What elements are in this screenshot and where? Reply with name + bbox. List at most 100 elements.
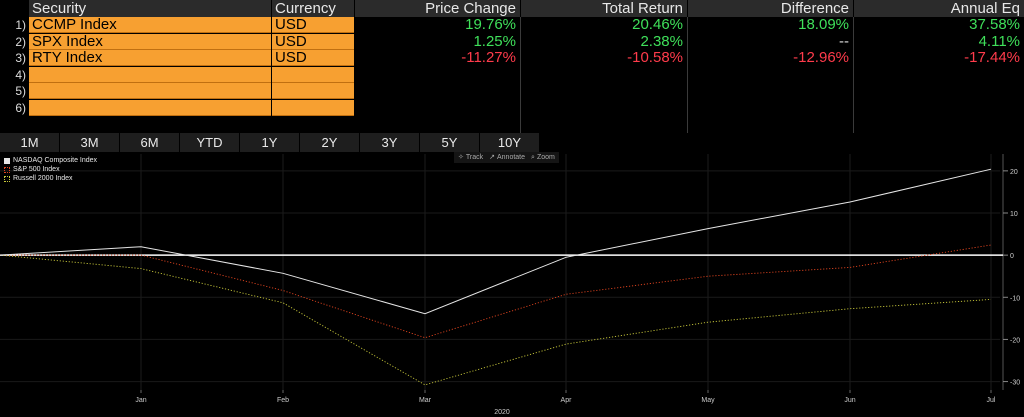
security-cell[interactable] bbox=[29, 99, 271, 116]
legend-label: NASDAQ Composite Index bbox=[13, 157, 98, 164]
currency-cell[interactable] bbox=[272, 66, 354, 83]
y-tick-label: 10 bbox=[1010, 211, 1018, 218]
chart-legend: NASDAQ Composite Index S&P 500 Index Russe… bbox=[4, 156, 97, 183]
period-button-10y[interactable]: 10Y bbox=[480, 133, 539, 152]
x-tick-label: Feb bbox=[277, 397, 289, 404]
total-return-cell bbox=[521, 83, 687, 99]
total-return-cell: 2.38% bbox=[640, 33, 683, 50]
currency-cell[interactable] bbox=[272, 99, 354, 116]
currency-cell[interactable]: USD bbox=[272, 33, 354, 50]
tool-label: Zoom bbox=[536, 154, 555, 161]
x-tick-label: May bbox=[701, 397, 715, 404]
performance-chart: 20 10 0 -10 -20 -30 Jan Feb Mar Apr May Jun Jul 2020 … bbox=[0, 152, 1024, 417]
price-change-cell bbox=[355, 67, 520, 83]
series-line-russell-2000-index bbox=[0, 254, 992, 386]
row-number: 2) bbox=[15, 34, 26, 49]
currency-cell[interactable] bbox=[272, 83, 354, 99]
difference-cell: -- bbox=[839, 33, 849, 50]
total-return-cell: -10.58% bbox=[627, 50, 683, 66]
y-tick-label: 0 bbox=[1010, 253, 1014, 260]
legend-item[interactable]: S&P 500 Index bbox=[4, 165, 97, 174]
row-number: 4) bbox=[15, 67, 26, 82]
tool-label: Track bbox=[465, 154, 484, 161]
security-cell[interactable] bbox=[29, 83, 271, 99]
price-change-cell bbox=[355, 100, 520, 116]
period-button-3y[interactable]: 3Y bbox=[360, 133, 419, 152]
zoom-button[interactable]: ⌕ Zoom bbox=[531, 152, 555, 163]
legend-swatch bbox=[4, 166, 10, 173]
series-line-nasdaq-composite-index bbox=[0, 168, 992, 315]
legend-swatch bbox=[4, 157, 10, 164]
column-divider bbox=[687, 17, 688, 133]
annotate-icon: ↗ bbox=[489, 154, 495, 161]
annual-eq-cell bbox=[854, 67, 1024, 83]
security-cell[interactable]: SPX Index bbox=[29, 33, 271, 50]
security-cell[interactable]: RTY Index bbox=[29, 50, 271, 66]
column-divider bbox=[520, 17, 521, 133]
annotate-button[interactable]: ↗ Annotate bbox=[489, 152, 525, 163]
period-button-2y[interactable]: 2Y bbox=[300, 133, 359, 152]
legend-label: Russell 2000 Index bbox=[13, 175, 73, 182]
x-tick-label: Jan bbox=[135, 397, 146, 404]
x-tick-label: Jul bbox=[987, 397, 996, 404]
legend-item[interactable]: Russell 2000 Index bbox=[4, 174, 97, 183]
legend-swatch bbox=[4, 175, 10, 182]
header-total-return[interactable]: Total Return bbox=[521, 0, 687, 17]
annual-eq-cell: 37.58% bbox=[969, 17, 1020, 33]
zoom-icon: ⌕ bbox=[531, 154, 535, 161]
period-button-6m[interactable]: 6M bbox=[120, 133, 179, 152]
annual-eq-cell bbox=[854, 83, 1024, 99]
total-return-cell bbox=[521, 67, 687, 83]
y-tick-label: 20 bbox=[1010, 169, 1018, 176]
period-button-5y[interactable]: 5Y bbox=[420, 133, 479, 152]
annual-eq-cell: -17.44% bbox=[964, 50, 1020, 66]
chart-canvas[interactable]: 20 10 0 -10 -20 -30 Jan Feb Mar Apr May Jun Jul 2020 bbox=[0, 152, 1024, 417]
annual-eq-cell: 4.11% bbox=[978, 33, 1020, 50]
currency-cell[interactable]: USD bbox=[272, 50, 354, 66]
header-security[interactable]: Security bbox=[29, 0, 271, 17]
y-tick-label: -20 bbox=[1010, 337, 1020, 344]
total-return-cell bbox=[521, 100, 687, 116]
track-icon: ✧ bbox=[458, 154, 464, 161]
security-cell[interactable] bbox=[29, 66, 271, 83]
price-change-cell: 19.76% bbox=[465, 17, 516, 33]
price-change-cell: 1.25% bbox=[473, 33, 516, 50]
period-button-ytd[interactable]: YTD bbox=[180, 133, 239, 152]
price-change-cell bbox=[355, 83, 520, 99]
price-change-cell: -11.27% bbox=[461, 50, 516, 66]
period-selector: 1M 3M 6M YTD 1Y 2Y 3Y 5Y 10Y bbox=[0, 133, 540, 152]
table-header: Security Currency Price Change Total Ret… bbox=[0, 0, 1024, 17]
legend-item[interactable]: NASDAQ Composite Index bbox=[4, 156, 97, 165]
header-annual-eq[interactable]: Annual Eq bbox=[854, 0, 1024, 17]
annual-eq-cell bbox=[854, 100, 1024, 116]
total-return-cell: 20.46% bbox=[632, 17, 683, 33]
series-line-s-p-500-index bbox=[0, 244, 992, 339]
header-currency[interactable]: Currency bbox=[272, 0, 354, 17]
difference-cell bbox=[688, 67, 853, 83]
header-difference[interactable]: Difference bbox=[688, 0, 853, 17]
security-cell[interactable]: CCMP Index bbox=[29, 17, 271, 33]
tool-label: Annotate bbox=[497, 154, 526, 161]
column-divider bbox=[853, 17, 854, 133]
track-button[interactable]: ✧ Track bbox=[458, 152, 483, 163]
difference-cell bbox=[688, 100, 853, 116]
x-tick-label: Mar bbox=[419, 397, 432, 404]
difference-cell: -12.96% bbox=[793, 50, 849, 66]
row-number: 5) bbox=[15, 84, 26, 98]
currency-cell[interactable]: USD bbox=[272, 17, 354, 33]
x-axis-label: 2020 bbox=[494, 409, 510, 416]
header-price-change[interactable]: Price Change bbox=[355, 0, 520, 17]
chart-toolbar: ✧ Track ↗ Annotate ⌕ Zoom bbox=[454, 152, 559, 163]
y-tick-label: -30 bbox=[1010, 380, 1020, 387]
row-number: 1) bbox=[15, 18, 26, 32]
row-number: 6) bbox=[15, 100, 26, 115]
difference-cell bbox=[688, 83, 853, 99]
period-button-1y[interactable]: 1Y bbox=[240, 133, 299, 152]
y-tick-label: -10 bbox=[1010, 295, 1020, 302]
row-number: 3) bbox=[15, 51, 26, 65]
period-button-1m[interactable]: 1M bbox=[0, 133, 59, 152]
legend-label: S&P 500 Index bbox=[13, 166, 60, 173]
security-table: Security Currency Price Change Total Ret… bbox=[0, 0, 1024, 133]
x-tick-label: Jun bbox=[844, 397, 855, 404]
period-button-3m[interactable]: 3M bbox=[60, 133, 119, 152]
